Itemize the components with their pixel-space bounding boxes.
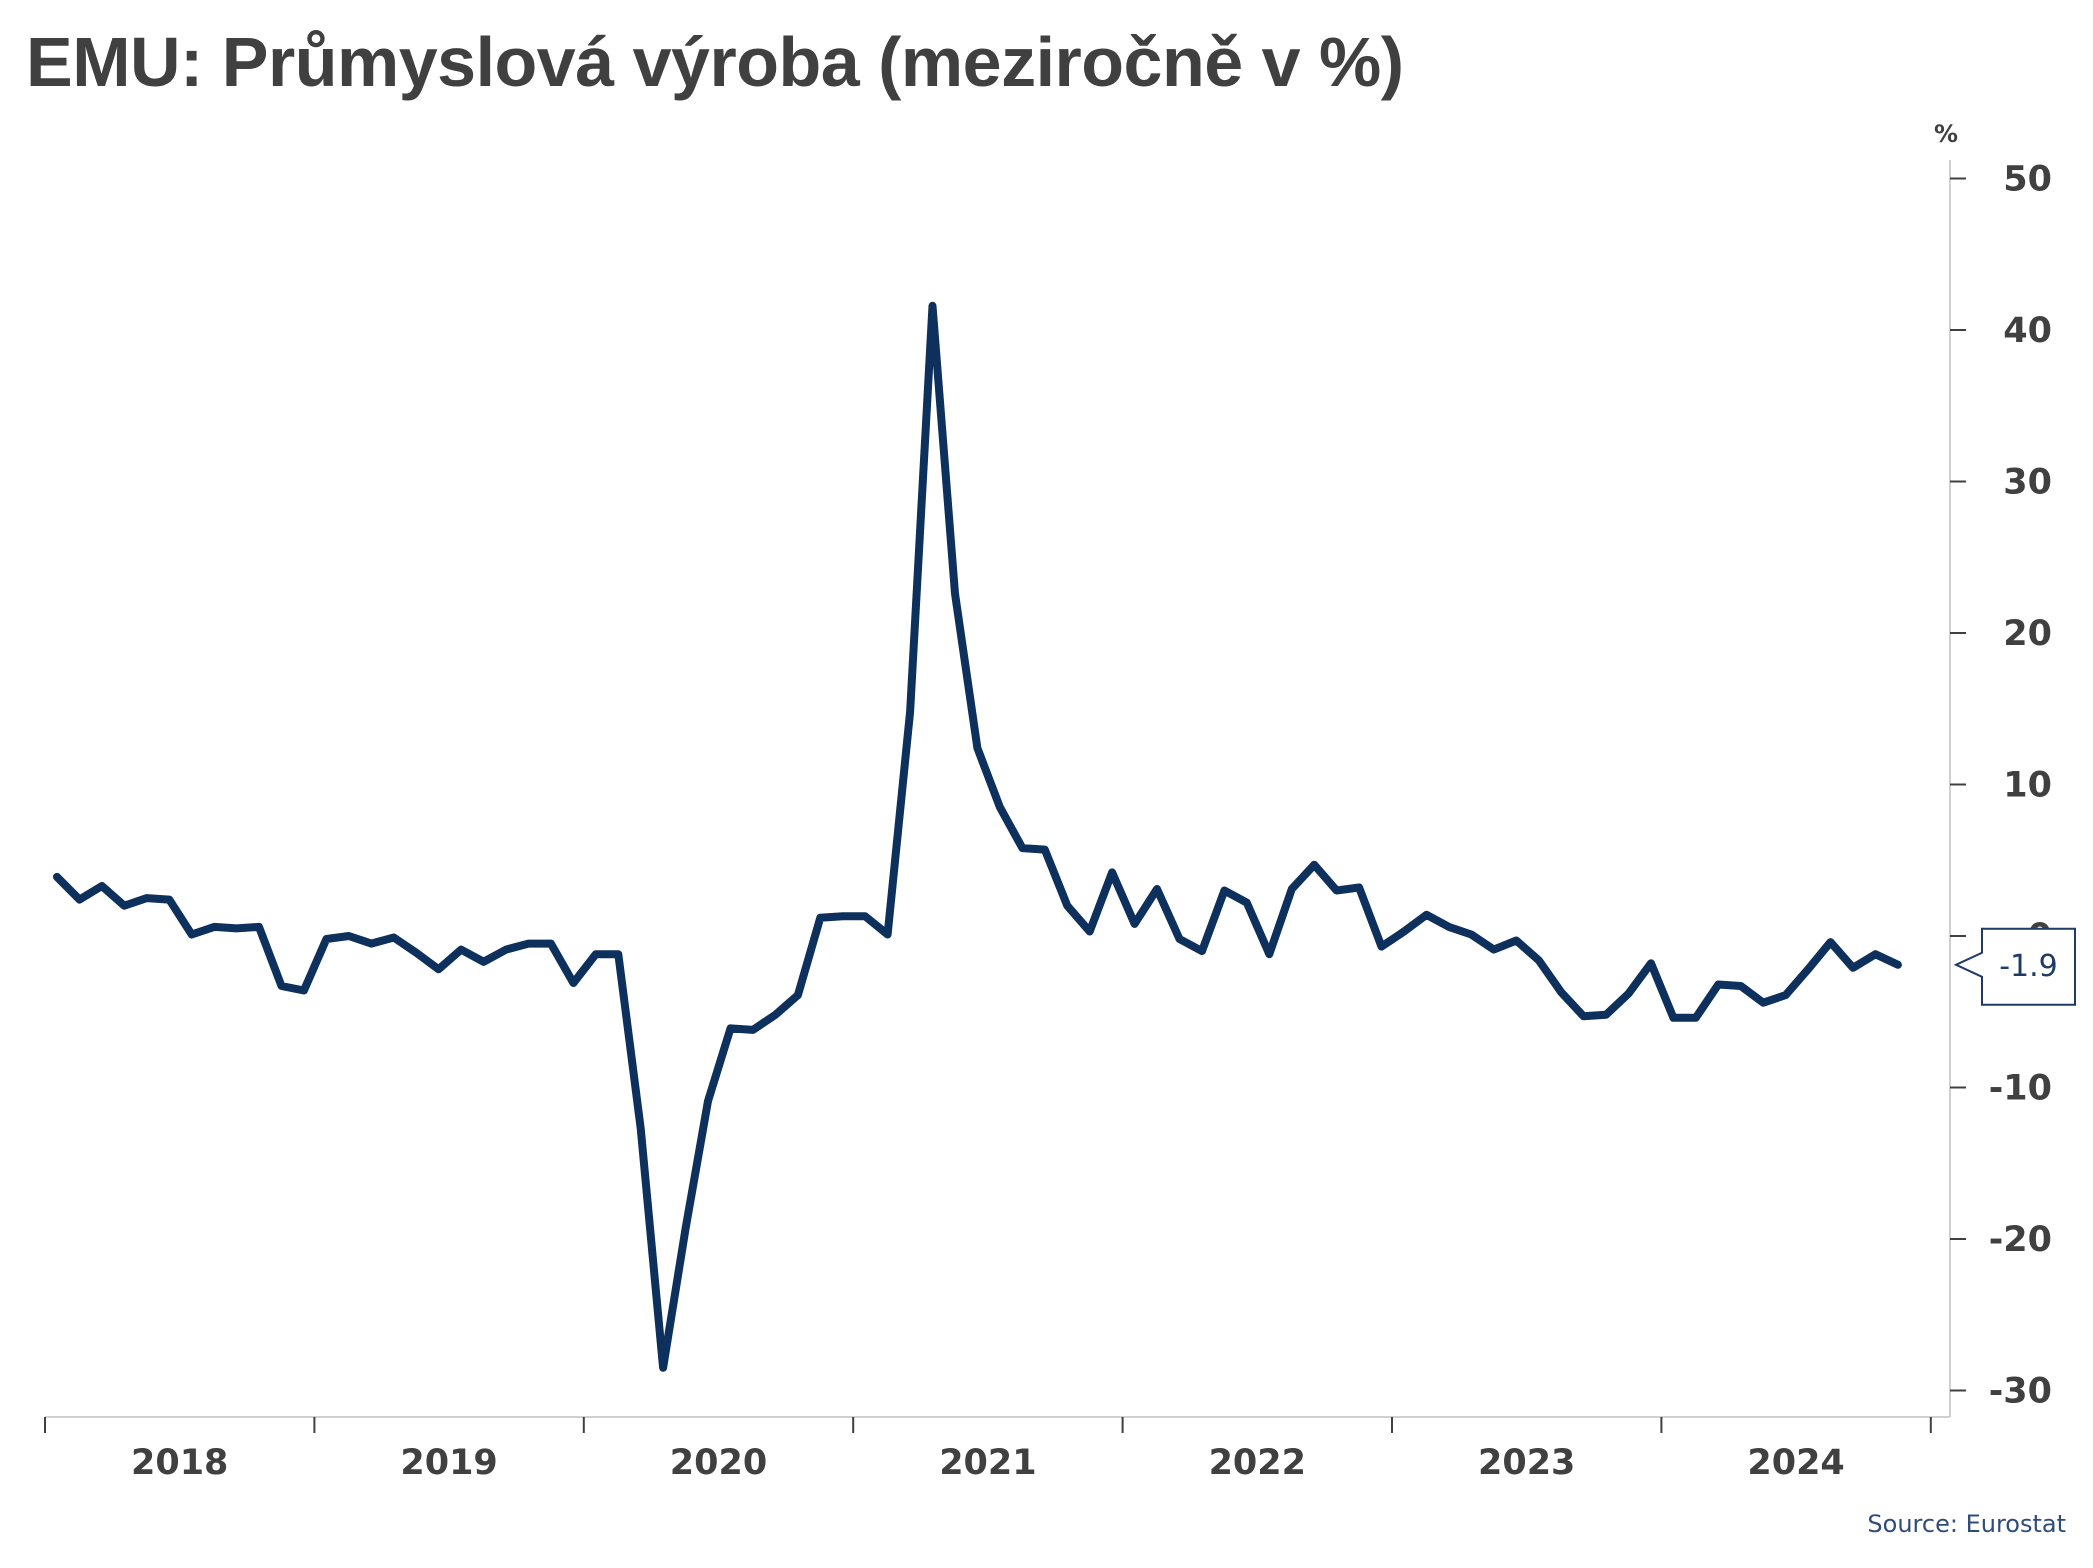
x-tick-label: 2024 bbox=[1747, 1443, 1844, 1483]
y-tick-label: 30 bbox=[2003, 463, 2052, 503]
x-tick-label: 2022 bbox=[1209, 1443, 1306, 1483]
x-tick-label: 2019 bbox=[400, 1443, 497, 1483]
y-tick-label: 50 bbox=[2003, 160, 2052, 200]
y-tick-label: 20 bbox=[2003, 614, 2052, 654]
series-line bbox=[53, 301, 1902, 1372]
source-note: Source: Eurostat bbox=[1867, 1510, 2066, 1538]
last-value-callout bbox=[1953, 927, 2076, 1006]
y-tick-label: 10 bbox=[2003, 766, 2052, 806]
last-value-label: -1.9 bbox=[1999, 949, 2058, 984]
y-axis-unit-label: % bbox=[1934, 120, 1959, 148]
y-tick-label: 40 bbox=[2003, 311, 2052, 351]
x-tick-label: 2020 bbox=[670, 1443, 767, 1483]
y-tick-label: -20 bbox=[1989, 1220, 2052, 1260]
y-tick-label: -30 bbox=[1989, 1372, 2052, 1412]
y-tick-label: -10 bbox=[1989, 1069, 2052, 1109]
chart-title: EMU: Průmyslová výroba (meziročně v %) bbox=[26, 23, 1404, 101]
x-tick-label: 2021 bbox=[939, 1443, 1036, 1483]
x-tick-label: 2018 bbox=[131, 1443, 228, 1483]
x-tick-label: 2023 bbox=[1478, 1443, 1575, 1483]
